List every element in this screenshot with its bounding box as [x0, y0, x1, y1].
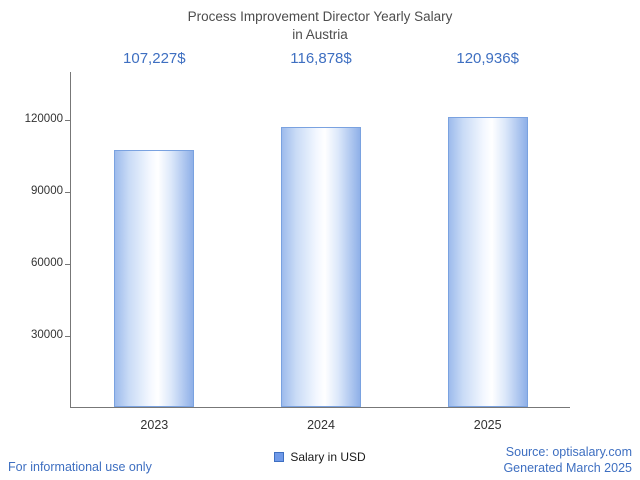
y-tick-label: 90000	[31, 185, 63, 197]
x-tick-label-2023: 2023	[140, 418, 169, 432]
value-label-2023: 107,227$	[123, 50, 186, 67]
y-tick-mark	[65, 120, 71, 121]
chart-title: Process Improvement Director Yearly Sala…	[0, 8, 640, 44]
plot-area: 30000 60000 90000 120000 107,227$ 2023 116,878…	[25, 50, 570, 432]
y-tick-label: 120000	[24, 113, 63, 125]
x-tick-label-2024: 2024	[307, 418, 335, 432]
legend-swatch-icon	[274, 452, 285, 462]
bar-2023[interactable]	[114, 149, 195, 407]
disclaimer-text: For informational use only	[8, 460, 152, 474]
chart-title-line2: in Austria	[292, 27, 348, 43]
source-link[interactable]: Source: optisalary.com	[505, 444, 632, 459]
legend-label: Salary in USD	[290, 450, 366, 464]
y-tick-label: 60000	[31, 257, 63, 269]
generated-date: Generated March 2025	[503, 460, 632, 475]
y-tick-label: 30000	[31, 329, 63, 341]
source-info: Source: optisalary.com Generated March 2…	[503, 444, 632, 477]
bar-2024[interactable]	[281, 126, 361, 407]
legend: Salary in USD	[0, 450, 640, 464]
bar-2025[interactable]	[447, 116, 528, 407]
value-label-2025: 120,936$	[456, 50, 519, 67]
y-tick-mark	[65, 336, 71, 337]
value-label-2024: 116,878$	[290, 50, 352, 67]
chart-title-line1: Process Improvement Director Yearly Sala…	[187, 9, 453, 24]
y-tick-mark	[65, 192, 71, 193]
y-tick-mark	[65, 264, 71, 265]
x-tick-label-2025: 2025	[473, 418, 502, 432]
